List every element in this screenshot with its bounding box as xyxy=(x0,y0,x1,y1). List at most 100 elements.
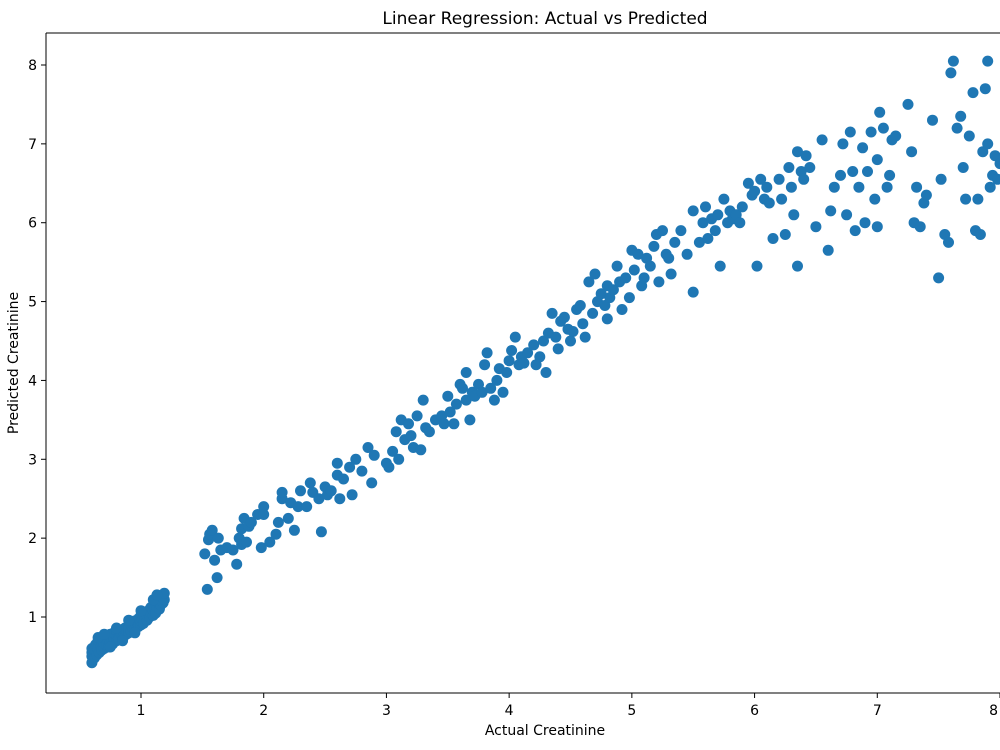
data-point xyxy=(362,442,374,453)
data-point xyxy=(869,193,881,205)
data-point xyxy=(657,225,668,237)
data-point xyxy=(481,347,493,359)
data-point xyxy=(693,236,705,248)
data-points xyxy=(86,55,1000,669)
data-point xyxy=(282,512,294,524)
data-point xyxy=(288,524,300,536)
data-point xyxy=(943,236,954,248)
y-tick-label: 5 xyxy=(28,295,37,311)
data-point xyxy=(877,122,889,134)
data-point xyxy=(491,374,503,386)
data-point xyxy=(957,162,969,173)
data-point xyxy=(599,300,611,311)
data-point xyxy=(761,181,773,193)
data-point xyxy=(255,542,267,554)
data-point xyxy=(415,444,427,456)
data-point xyxy=(835,169,846,181)
x-tick-label: 4 xyxy=(505,703,514,719)
data-point xyxy=(522,347,534,359)
data-point xyxy=(460,367,472,378)
data-point xyxy=(611,260,623,272)
data-point xyxy=(828,181,840,193)
data-point xyxy=(992,173,1000,185)
data-point xyxy=(331,457,343,469)
data-point xyxy=(884,169,896,181)
data-point xyxy=(648,240,660,252)
y-tick-label: 8 xyxy=(28,58,37,74)
data-point xyxy=(638,272,650,284)
data-point xyxy=(245,516,257,528)
data-point xyxy=(338,473,349,485)
x-tick-label: 5 xyxy=(627,703,636,719)
data-point xyxy=(457,382,468,394)
data-point xyxy=(438,418,450,430)
data-point xyxy=(346,489,358,501)
data-point xyxy=(979,83,991,95)
data-point xyxy=(773,173,785,185)
data-point xyxy=(749,185,761,197)
data-point xyxy=(301,501,313,513)
data-point xyxy=(497,386,509,398)
y-tick-label: 3 xyxy=(28,452,37,468)
data-point xyxy=(506,345,518,356)
data-point xyxy=(963,130,975,142)
data-point xyxy=(871,154,883,166)
data-point xyxy=(450,398,462,410)
data-point xyxy=(914,221,926,233)
data-point xyxy=(955,110,967,122)
data-point xyxy=(587,307,599,319)
data-point xyxy=(783,162,795,173)
data-point xyxy=(947,55,959,67)
data-point xyxy=(945,67,957,79)
data-point xyxy=(117,635,129,647)
data-point xyxy=(231,558,243,570)
data-point xyxy=(423,426,435,438)
data-point xyxy=(258,509,270,520)
data-point xyxy=(518,357,530,369)
data-point xyxy=(755,173,767,185)
data-point xyxy=(767,233,779,244)
data-point xyxy=(989,150,1000,162)
data-point xyxy=(911,181,923,193)
data-point xyxy=(825,205,837,217)
data-point xyxy=(383,461,395,473)
data-point xyxy=(258,501,270,513)
data-point xyxy=(403,418,414,430)
data-point xyxy=(460,394,472,406)
data-point xyxy=(785,181,797,193)
data-point xyxy=(546,307,558,319)
data-point xyxy=(270,528,282,540)
data-point xyxy=(393,453,405,465)
data-point xyxy=(702,233,714,244)
data-point xyxy=(550,331,562,343)
data-point xyxy=(849,225,861,237)
data-point xyxy=(448,418,460,430)
x-tick-label: 3 xyxy=(382,703,391,719)
data-point xyxy=(390,426,402,438)
data-point xyxy=(227,544,239,556)
data-point xyxy=(528,339,540,351)
data-point xyxy=(623,292,635,304)
data-point xyxy=(540,367,552,378)
data-point xyxy=(595,288,607,300)
data-point xyxy=(859,217,871,229)
data-point xyxy=(881,181,893,193)
data-point xyxy=(601,313,613,325)
data-point xyxy=(763,197,775,209)
data-point xyxy=(632,248,644,260)
data-point xyxy=(356,465,368,477)
data-point xyxy=(960,193,972,205)
data-point xyxy=(411,410,423,422)
data-point xyxy=(920,189,932,201)
data-point xyxy=(669,236,681,248)
data-point xyxy=(906,146,918,158)
data-point xyxy=(994,158,1000,170)
data-point xyxy=(98,628,110,640)
data-point xyxy=(779,229,791,240)
data-point xyxy=(804,162,816,173)
data-point xyxy=(464,414,476,426)
data-point xyxy=(485,382,497,394)
data-point xyxy=(844,126,856,138)
data-point xyxy=(972,193,984,205)
data-point xyxy=(442,390,454,402)
